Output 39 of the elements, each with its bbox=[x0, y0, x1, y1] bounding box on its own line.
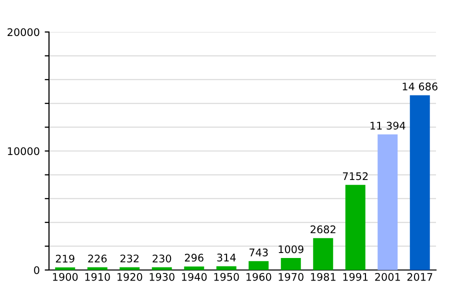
data-label: 11 394 bbox=[370, 122, 406, 130]
x-tick-label: 1920 bbox=[118, 272, 142, 281]
bar bbox=[216, 266, 236, 270]
bar bbox=[345, 184, 366, 270]
data-label: 230 bbox=[152, 254, 172, 262]
data-label: 219 bbox=[56, 254, 74, 263]
data-label: 14 686 bbox=[402, 82, 438, 90]
x-tick-label: 1940 bbox=[182, 272, 207, 281]
x-tick-label: 1900 bbox=[53, 272, 78, 281]
bar bbox=[55, 267, 76, 270]
data-label: 2682 bbox=[310, 225, 336, 234]
bar bbox=[313, 238, 334, 270]
x-tick-label: 2001 bbox=[375, 272, 400, 281]
x-tick-label: 1981 bbox=[311, 272, 336, 281]
x-tick-label: 1910 bbox=[85, 272, 110, 281]
bar bbox=[378, 134, 398, 270]
data-label: 296 bbox=[184, 254, 204, 262]
data-label: 1009 bbox=[278, 245, 304, 254]
bar bbox=[248, 261, 269, 270]
y-tick-label: 10000 bbox=[8, 147, 40, 156]
x-tick-label: 1991 bbox=[343, 272, 368, 281]
data-label: 226 bbox=[88, 254, 107, 263]
bar bbox=[410, 95, 430, 270]
x-tick-label: 1950 bbox=[214, 272, 239, 281]
bar bbox=[152, 267, 172, 270]
y-tick-label: 20000 bbox=[8, 28, 40, 36]
x-tick-label: 1970 bbox=[278, 272, 304, 281]
data-label: 314 bbox=[217, 254, 236, 262]
data-label: 232 bbox=[120, 254, 139, 262]
x-tick-label: 1930 bbox=[150, 272, 174, 281]
bar bbox=[280, 258, 301, 270]
x-tick-label: 2017 bbox=[407, 272, 432, 281]
x-tick-label: 1960 bbox=[246, 272, 272, 281]
data-label: 743 bbox=[250, 248, 268, 256]
bar bbox=[184, 266, 204, 270]
data-label: 7152 bbox=[342, 172, 368, 180]
y-tick-label: 0 bbox=[34, 266, 40, 274]
bar bbox=[87, 267, 108, 270]
bar bbox=[120, 267, 140, 270]
